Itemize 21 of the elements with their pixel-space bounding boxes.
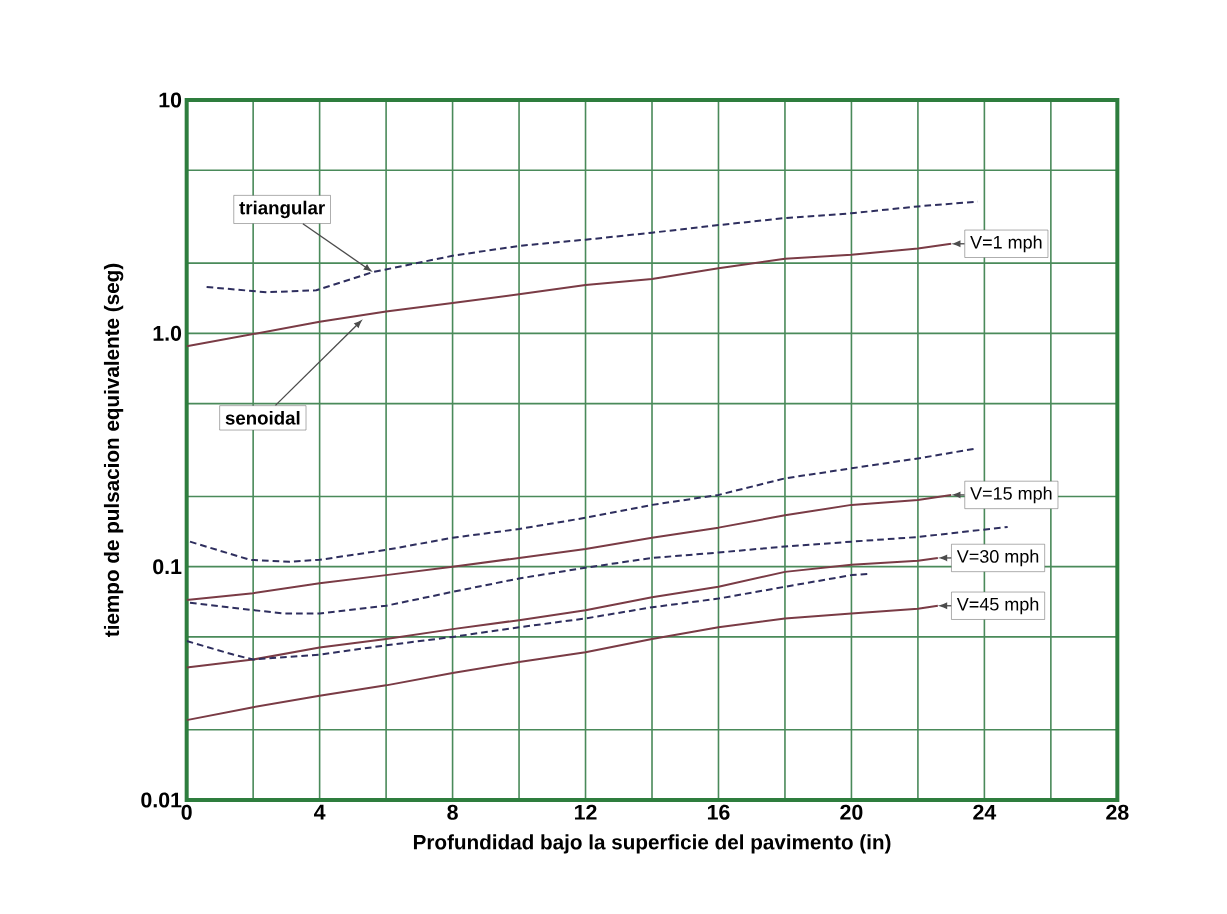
annotation: triangular: [239, 200, 325, 219]
x-tick-label: 28: [1106, 804, 1129, 820]
y-axis-title: tiempo de pulsacion equivalente (seg): [103, 263, 124, 637]
x-tick-label: 4: [314, 804, 326, 820]
x-tick-label: 0: [181, 804, 192, 820]
annotation: V=1 mph: [970, 235, 1042, 253]
y-tick-label: 0.01: [141, 792, 182, 808]
x-axis-title: Profundidad bajo la superficie del pavimento (in): [413, 834, 891, 854]
x-tick-label: 8: [447, 804, 458, 820]
x-tick-label: 12: [575, 804, 597, 820]
y-tick-label: 1.0: [153, 325, 182, 341]
annotation: V=45 mph: [956, 597, 1039, 615]
y-tick-label: 0.1: [153, 559, 182, 575]
annotation: V=15 mph: [970, 486, 1052, 504]
x-tick-label: 16: [707, 804, 730, 820]
y-tick-label: 10: [159, 92, 182, 108]
x-tick-label: 20: [840, 804, 863, 820]
x-tick-label: 24: [973, 804, 997, 820]
annotation: senoidal: [225, 410, 300, 425]
annotation: V=30 mph: [956, 549, 1039, 567]
line-series: [186, 573, 870, 661]
